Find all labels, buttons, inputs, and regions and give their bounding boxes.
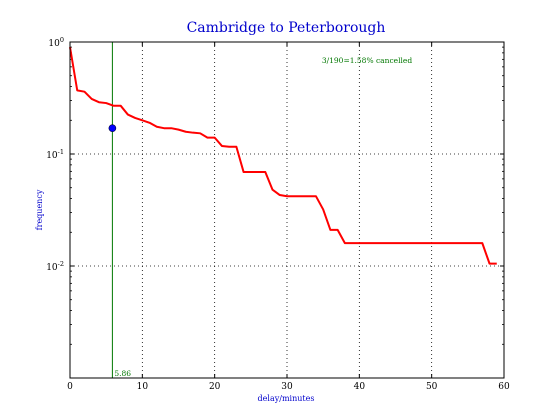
chart-title: Cambridge to Peterborough — [187, 20, 386, 36]
x-tick-label: 50 — [426, 382, 438, 392]
x-tick-label: 10 — [137, 382, 149, 392]
y-tick-exponent: 0 — [60, 36, 64, 44]
x-tick-label: 40 — [354, 382, 366, 392]
x-axis-label: delay/minutes — [258, 394, 315, 403]
y-tick-label: 10-2 — [46, 260, 64, 273]
grid — [70, 42, 504, 378]
y-tick-label: 100 — [48, 36, 64, 49]
y-tick-label: 10-1 — [46, 148, 64, 161]
x-tick-label: 0 — [67, 382, 73, 392]
cancelled-annotation: 3/190=1.58% cancelled — [322, 56, 412, 65]
y-tick-exponent: -2 — [58, 260, 64, 268]
y-axis-label: frequency — [35, 189, 44, 230]
plot-frame — [69, 41, 505, 379]
mean-delay-marker — [108, 124, 117, 132]
x-tick-label: 30 — [281, 382, 293, 392]
y-tick-exponent: -1 — [58, 148, 64, 156]
mean-delay-label: 5.86 — [114, 369, 131, 378]
x-tick-label: 20 — [209, 382, 221, 392]
delay-frequency-line — [69, 46, 497, 265]
y-tick-base: 10 — [48, 39, 60, 49]
y-tick-base: 10 — [46, 151, 58, 161]
y-tick-base: 10 — [46, 263, 58, 273]
x-tick-label: 60 — [498, 382, 510, 392]
plot-area: 5.86 — [69, 42, 497, 378]
